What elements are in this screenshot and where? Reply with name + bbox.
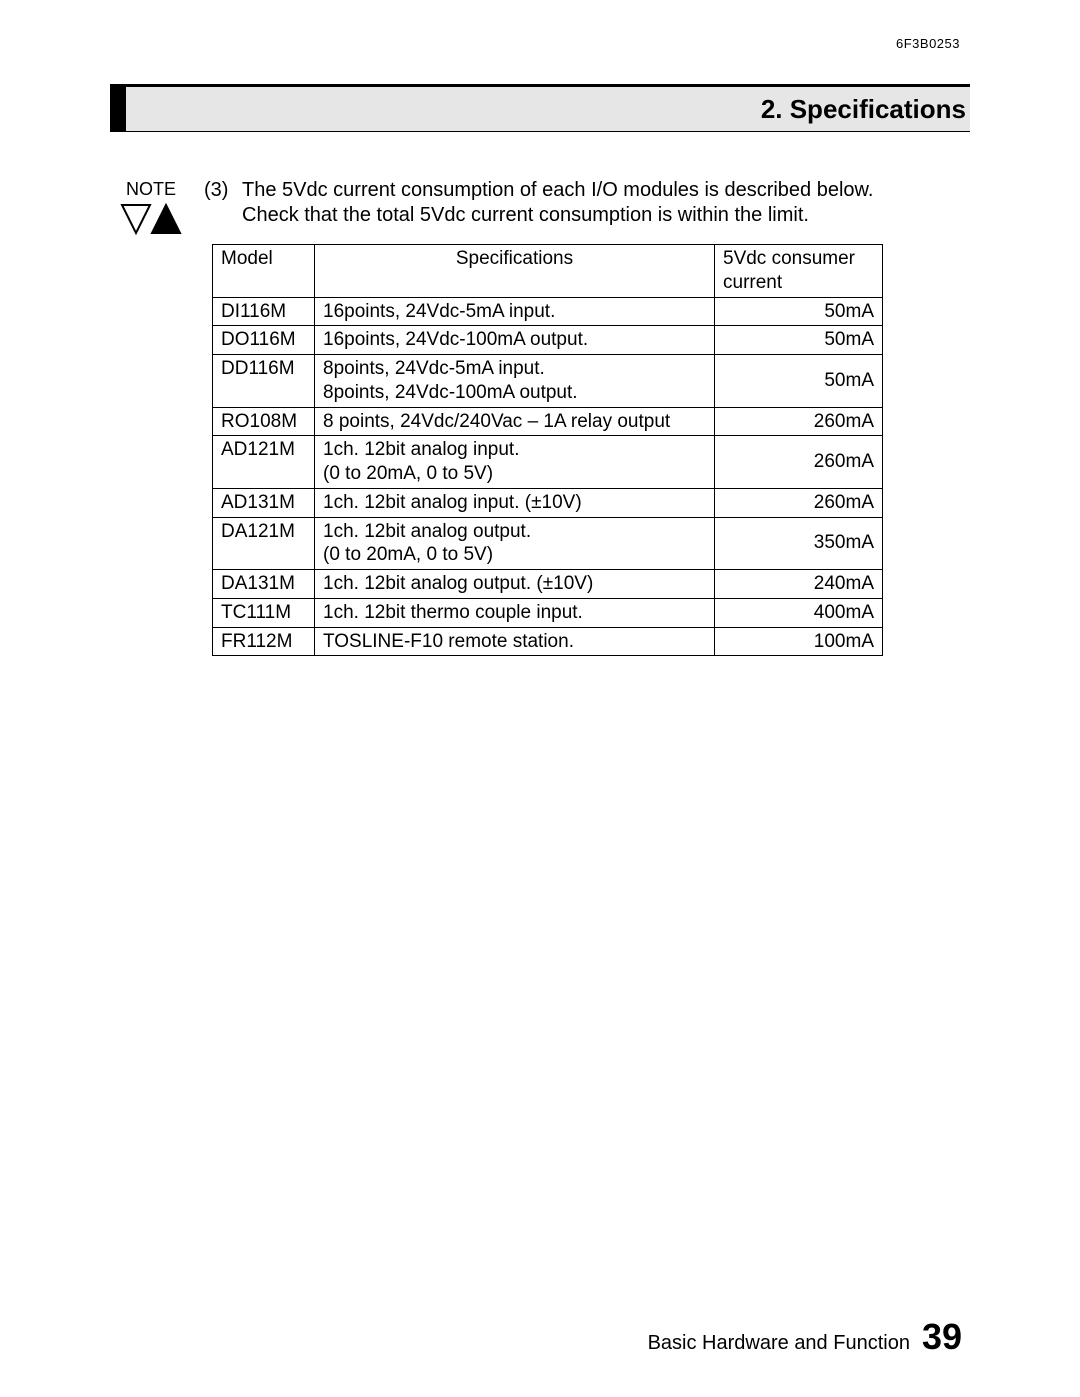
cell-model: FR112M <box>213 627 315 656</box>
cell-spec: 16points, 24Vdc-100mA output. <box>315 326 715 355</box>
cell-model: DO116M <box>213 326 315 355</box>
cell-current: 50mA <box>715 326 883 355</box>
cell-model: RO108M <box>213 407 315 436</box>
section-header-accent <box>110 87 126 131</box>
cell-model: DA131M <box>213 570 315 599</box>
table-row: TC111M1ch. 12bit thermo couple input.400… <box>213 598 883 627</box>
note-line-2: Check that the total 5Vdc current consum… <box>242 204 809 226</box>
table-row: DD116M8points, 24Vdc-5mA input.8points, … <box>213 355 883 408</box>
cell-model: AD121M <box>213 436 315 489</box>
table-row: DA121M1ch. 12bit analog output.(0 to 20m… <box>213 517 883 570</box>
section-header: 2. Specifications <box>110 84 970 132</box>
cell-current: 50mA <box>715 297 883 326</box>
cell-current: 240mA <box>715 570 883 599</box>
cell-spec: 1ch. 12bit analog input.(0 to 20mA, 0 to… <box>315 436 715 489</box>
cell-spec: 8 points, 24Vdc/240Vac – 1A relay output <box>315 407 715 436</box>
cell-model: AD131M <box>213 488 315 517</box>
cell-spec: 16points, 24Vdc-5mA input. <box>315 297 715 326</box>
cell-current: 100mA <box>715 627 883 656</box>
col-header-current: 5Vdc consumer current <box>715 245 883 298</box>
cell-model: TC111M <box>213 598 315 627</box>
page-footer: Basic Hardware and Function 39 <box>648 1314 962 1359</box>
cell-current: 260mA <box>715 488 883 517</box>
table-row: AD121M1ch. 12bit analog input.(0 to 20mA… <box>213 436 883 489</box>
table-row: DO116M16points, 24Vdc-100mA output.50mA <box>213 326 883 355</box>
spec-table: Model Specifications 5Vdc consumer curre… <box>212 244 883 656</box>
cell-current: 260mA <box>715 436 883 489</box>
col-header-spec: Specifications <box>315 245 715 298</box>
cell-spec: 1ch. 12bit thermo couple input. <box>315 598 715 627</box>
cell-model: DD116M <box>213 355 315 408</box>
note-item-body: The 5Vdc current consumption of each I/O… <box>242 178 970 228</box>
section-title: 2. Specifications <box>761 93 966 126</box>
table-row: RO108M8 points, 24Vdc/240Vac – 1A relay … <box>213 407 883 436</box>
table-row: DI116M16points, 24Vdc-5mA input.50mA <box>213 297 883 326</box>
cell-spec: 1ch. 12bit analog input. (±10V) <box>315 488 715 517</box>
cell-spec: 1ch. 12bit analog output. (±10V) <box>315 570 715 599</box>
cell-current: 260mA <box>715 407 883 436</box>
cell-current: 50mA <box>715 355 883 408</box>
cell-spec: TOSLINE-F10 remote station. <box>315 627 715 656</box>
footer-text: Basic Hardware and Function <box>648 1331 910 1356</box>
cell-spec: 8points, 24Vdc-5mA input.8points, 24Vdc-… <box>315 355 715 408</box>
note-icon-column: NOTE <box>116 178 186 656</box>
page-number: 39 <box>922 1314 962 1359</box>
spec-table-body: DI116M16points, 24Vdc-5mA input.50mADO11… <box>213 297 883 656</box>
note-triangles-icon <box>120 203 182 239</box>
cell-spec: 1ch. 12bit analog output.(0 to 20mA, 0 t… <box>315 517 715 570</box>
spec-table-head: Model Specifications 5Vdc consumer curre… <box>213 245 883 298</box>
note-item-marker: (3) <box>204 178 232 228</box>
note-label: NOTE <box>116 178 186 201</box>
note-item: (3) The 5Vdc current consumption of each… <box>204 178 970 228</box>
col-header-model: Model <box>213 245 315 298</box>
cell-current: 400mA <box>715 598 883 627</box>
table-row: FR112MTOSLINE-F10 remote station.100mA <box>213 627 883 656</box>
note-text-column: (3) The 5Vdc current consumption of each… <box>204 178 970 656</box>
document-code: 6F3B0253 <box>896 36 960 52</box>
table-row: DA131M1ch. 12bit analog output. (±10V)24… <box>213 570 883 599</box>
page: 6F3B0253 2. Specifications NOTE (3) The … <box>0 0 1080 1397</box>
note-line-1: The 5Vdc current consumption of each I/O… <box>242 179 873 201</box>
cell-model: DI116M <box>213 297 315 326</box>
cell-current: 350mA <box>715 517 883 570</box>
note-block: NOTE (3) The 5Vdc current consumption of… <box>116 178 970 656</box>
table-row: AD131M1ch. 12bit analog input. (±10V)260… <box>213 488 883 517</box>
cell-model: DA121M <box>213 517 315 570</box>
